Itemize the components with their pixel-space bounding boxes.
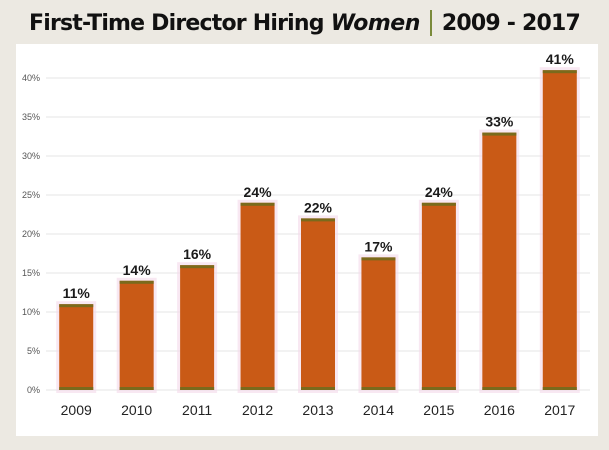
bar-base xyxy=(240,387,275,390)
y-tick-label: 10% xyxy=(22,307,40,317)
title-range: 2009 - 2017 xyxy=(441,10,581,36)
bar-base xyxy=(180,387,215,390)
bar xyxy=(421,202,456,390)
bar xyxy=(301,218,335,390)
bar-chart: 0% 5% 10% 15% 20% 25% 30% 35% 40% 11% 2009 14% 2010 1… xyxy=(22,51,590,418)
bar-cap xyxy=(361,257,396,261)
x-tick-label: 2010 xyxy=(121,402,152,418)
y-tick-label: 40% xyxy=(22,73,40,83)
bar-cap xyxy=(542,70,577,74)
bar-base xyxy=(542,387,577,390)
x-tick-label: 2011 xyxy=(182,402,212,418)
x-tick-label: 2012 xyxy=(242,402,273,418)
bar-cap xyxy=(301,218,335,222)
x-tick-label: 2015 xyxy=(423,402,454,418)
data-label: 11% xyxy=(63,285,91,301)
bar-cap xyxy=(119,280,154,284)
y-tick-label: 15% xyxy=(22,268,40,278)
data-label: 14% xyxy=(123,262,152,278)
bar-base xyxy=(421,387,456,390)
y-tick-label: 0% xyxy=(27,385,40,395)
title-separator xyxy=(429,10,432,36)
bar-cap xyxy=(482,132,517,136)
bar-base xyxy=(301,387,335,390)
bar xyxy=(361,257,396,390)
bar xyxy=(240,202,275,390)
bar xyxy=(482,132,517,390)
y-tick-label: 5% xyxy=(27,346,40,356)
bar-cap xyxy=(421,202,456,206)
x-tick-label: 2016 xyxy=(484,402,515,418)
bar-base xyxy=(59,387,94,390)
bar-base xyxy=(361,387,396,390)
data-label: 41% xyxy=(546,51,575,67)
bar xyxy=(119,280,154,390)
data-label: 17% xyxy=(364,238,393,254)
chart-title: First-Time Director Hiring Women 2009 - … xyxy=(0,6,609,40)
bar-base xyxy=(119,387,154,390)
x-tick-label: 2009 xyxy=(61,402,92,418)
bar xyxy=(180,265,215,390)
y-tick-label: 25% xyxy=(22,190,40,200)
chart-panel: 0% 5% 10% 15% 20% 25% 30% 35% 40% 11% 2009 14% 2010 1… xyxy=(16,44,598,436)
data-label: 16% xyxy=(183,246,212,262)
bar-base xyxy=(482,387,517,390)
data-label: 24% xyxy=(244,184,273,200)
bar xyxy=(59,304,94,390)
data-label: 33% xyxy=(485,114,514,130)
bar-cap xyxy=(59,304,94,308)
bar-cap xyxy=(240,202,275,206)
x-tick-label: 2017 xyxy=(544,402,575,418)
x-tick-label: 2014 xyxy=(363,402,394,418)
title-main: First-Time Director Hiring xyxy=(28,10,325,36)
x-tick-label: 2013 xyxy=(302,402,333,418)
y-tick-label: 20% xyxy=(22,229,40,239)
y-tick-label: 35% xyxy=(22,112,40,122)
data-label: 24% xyxy=(425,184,454,200)
data-label: 22% xyxy=(304,199,333,215)
bar-cap xyxy=(180,265,215,269)
bar xyxy=(542,70,577,390)
title-emphasis: Women xyxy=(330,10,421,36)
y-tick-label: 30% xyxy=(22,151,40,161)
